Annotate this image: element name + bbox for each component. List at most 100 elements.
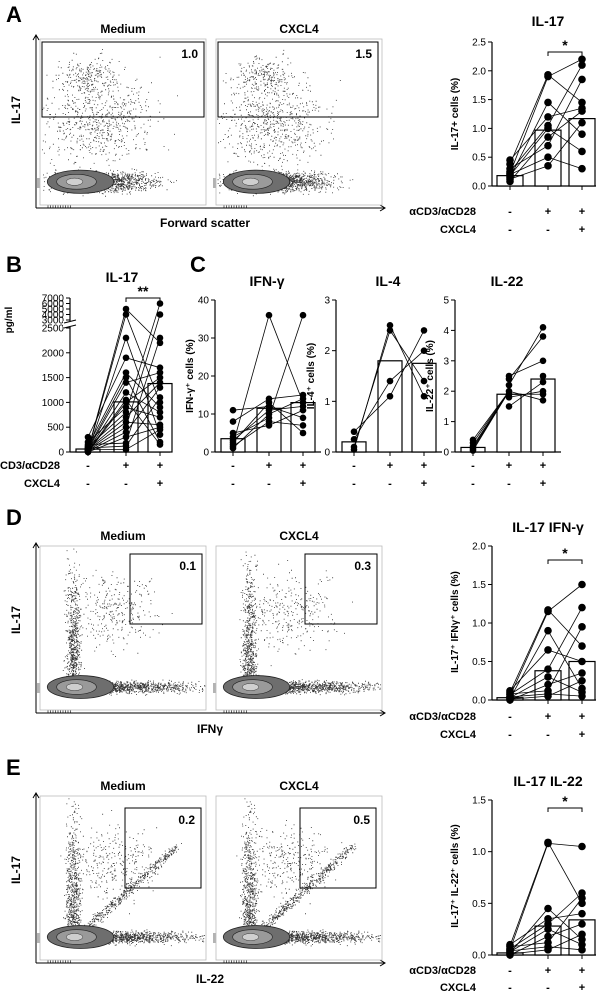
pair-line xyxy=(509,936,549,956)
pair-line xyxy=(509,125,549,172)
data-point xyxy=(578,889,586,897)
data-point xyxy=(544,665,552,673)
pair-line xyxy=(87,442,127,445)
condition-sign: - xyxy=(546,982,550,993)
data-point xyxy=(386,392,394,400)
y-tick-label: 0.0 xyxy=(472,696,486,707)
data-point xyxy=(544,153,552,161)
flow-y-label: IL-17 xyxy=(9,856,23,884)
pair-line xyxy=(125,392,161,413)
pair-line xyxy=(125,406,161,418)
data-point xyxy=(578,603,586,612)
pair-line xyxy=(547,892,583,925)
condition-label-1: αCD3/αCD28 xyxy=(409,965,476,977)
data-point xyxy=(84,438,92,446)
data-point xyxy=(578,930,586,939)
data-point xyxy=(420,327,428,334)
data-point xyxy=(544,686,552,695)
pair-line xyxy=(87,308,127,451)
pair-line xyxy=(87,337,127,452)
data-point xyxy=(122,354,130,362)
flow-gate-value: 1.5 xyxy=(355,47,372,61)
pair-line xyxy=(508,336,544,380)
pair-line xyxy=(125,377,161,443)
chart-title: IL-22 xyxy=(491,273,524,289)
condition-sign: - xyxy=(86,460,90,472)
data-point xyxy=(299,429,307,437)
y-tick-label: 0.5 xyxy=(472,153,486,164)
data-point xyxy=(265,395,273,403)
flow-gate xyxy=(129,553,203,625)
flow-density-core xyxy=(65,933,84,941)
data-point xyxy=(122,439,130,447)
data-point xyxy=(505,387,513,395)
data-point xyxy=(469,436,477,444)
data-point xyxy=(578,657,586,666)
pair-line xyxy=(353,395,391,433)
condition-sign: - xyxy=(352,478,356,490)
pair-line xyxy=(125,372,161,408)
y-tick-label: 1.0 xyxy=(472,619,486,630)
significance-bracket xyxy=(547,559,583,564)
pair-line xyxy=(125,357,161,369)
y-tick-label: 0 xyxy=(203,448,209,459)
condition-sign: - xyxy=(546,224,550,236)
flow-y-arrow xyxy=(32,34,40,41)
pair-line xyxy=(547,649,583,662)
flow-plot-cxcl4: CXCL4 0.5 xyxy=(215,779,383,961)
data-point xyxy=(156,431,164,438)
bar-chart-C-il4: 0 1 2 3 IL-4 IL-4⁺ cells (%) - + + - - + xyxy=(306,273,442,490)
data-point xyxy=(84,433,92,441)
data-point xyxy=(578,61,586,69)
pair-line xyxy=(509,842,549,946)
data-point xyxy=(420,347,428,354)
condition-sign: + xyxy=(540,478,546,490)
flow-y-label: IL-17 xyxy=(9,606,23,634)
pair-line xyxy=(232,398,270,422)
data-point xyxy=(544,133,552,141)
pair-line xyxy=(547,946,583,951)
pair-line xyxy=(547,609,583,647)
condition-sign: + xyxy=(579,711,585,723)
pair-line xyxy=(125,337,161,435)
data-point xyxy=(544,606,552,614)
pair-line xyxy=(87,407,127,443)
data-point xyxy=(122,311,130,318)
y-tick-label: 20 xyxy=(198,372,210,383)
flow-x-arrow xyxy=(379,709,386,717)
bar-chart-B-bar: 0 500 1000 1500 2000 250030004000500060007000… xyxy=(0,269,173,490)
pair-line xyxy=(547,607,583,670)
data-point xyxy=(578,909,586,918)
pair-line xyxy=(389,330,425,397)
y-tick-label: 2.0 xyxy=(472,66,486,77)
pair-line xyxy=(547,672,583,685)
y-tick-label: 0 xyxy=(443,448,449,459)
data-point xyxy=(122,334,130,342)
condition-sign: + xyxy=(579,729,585,741)
data-point xyxy=(122,396,130,404)
condition-sign: + xyxy=(506,460,512,472)
y-tick-label: 0.0 xyxy=(472,182,486,193)
flow-x-label: Forward scatter xyxy=(160,216,250,230)
pair-line xyxy=(508,360,544,377)
data-point xyxy=(122,413,130,421)
condition-label-2: CXCL4 xyxy=(440,982,477,993)
y-tick-label: 1.0 xyxy=(472,124,486,135)
data-point xyxy=(156,413,164,421)
y-axis-label: IL-22⁺ cells (%) xyxy=(425,340,436,412)
pair-line xyxy=(232,421,270,447)
y-tick-label: 4000 xyxy=(42,310,65,321)
panel-letter-c: C xyxy=(190,252,206,277)
y-tick-label: 6000 xyxy=(42,299,65,310)
data-point xyxy=(506,940,514,949)
flow-events xyxy=(42,49,178,197)
flow-plot-title: CXCL4 xyxy=(279,22,319,36)
condition-sign: + xyxy=(421,478,427,490)
pair-line xyxy=(547,156,583,170)
flow-y-arrow xyxy=(32,792,40,799)
data-point xyxy=(156,421,164,429)
flow-plot-title: CXCL4 xyxy=(279,529,319,543)
condition-sign: + xyxy=(266,460,272,472)
y-tick-label: 4 xyxy=(443,326,449,337)
